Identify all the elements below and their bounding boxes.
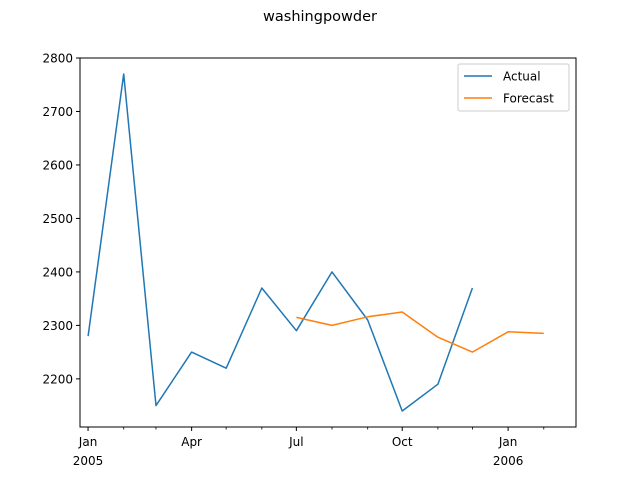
legend: Actual Forecast — [457, 63, 570, 112]
x-tick-year-label: 2005 — [73, 454, 104, 468]
y-tick-label: 2800 — [42, 52, 73, 66]
x-tick-label: Jan — [498, 435, 518, 449]
y-tick-label: 2300 — [42, 319, 73, 333]
x-tick-label: Jan — [78, 435, 98, 449]
x-tick-year-label: 2006 — [493, 454, 524, 468]
chart-title: washingpowder — [263, 9, 377, 25]
y-axis: 2200 2300 2400 2500 2600 2700 2800 — [42, 52, 80, 386]
y-tick-label: 2700 — [42, 105, 73, 119]
y-tick-label: 2500 — [42, 212, 73, 226]
series-line-actual — [87, 73, 474, 412]
y-tick-label: 2200 — [42, 372, 73, 386]
x-tick-label: Oct — [392, 435, 413, 449]
plot-frame — [79, 57, 577, 428]
series-line-forecast — [296, 311, 544, 353]
x-axis: Jan 2005 Apr Jul Oct Jan 2006 — [73, 427, 545, 468]
legend-label: Forecast — [503, 92, 554, 106]
x-tick-label: Jul — [288, 435, 303, 449]
y-tick-label: 2600 — [42, 158, 73, 172]
legend-label: Actual — [503, 70, 541, 84]
y-tick-label: 2400 — [42, 265, 73, 279]
plot-lines — [87, 73, 544, 412]
x-tick-label: Apr — [181, 435, 202, 449]
